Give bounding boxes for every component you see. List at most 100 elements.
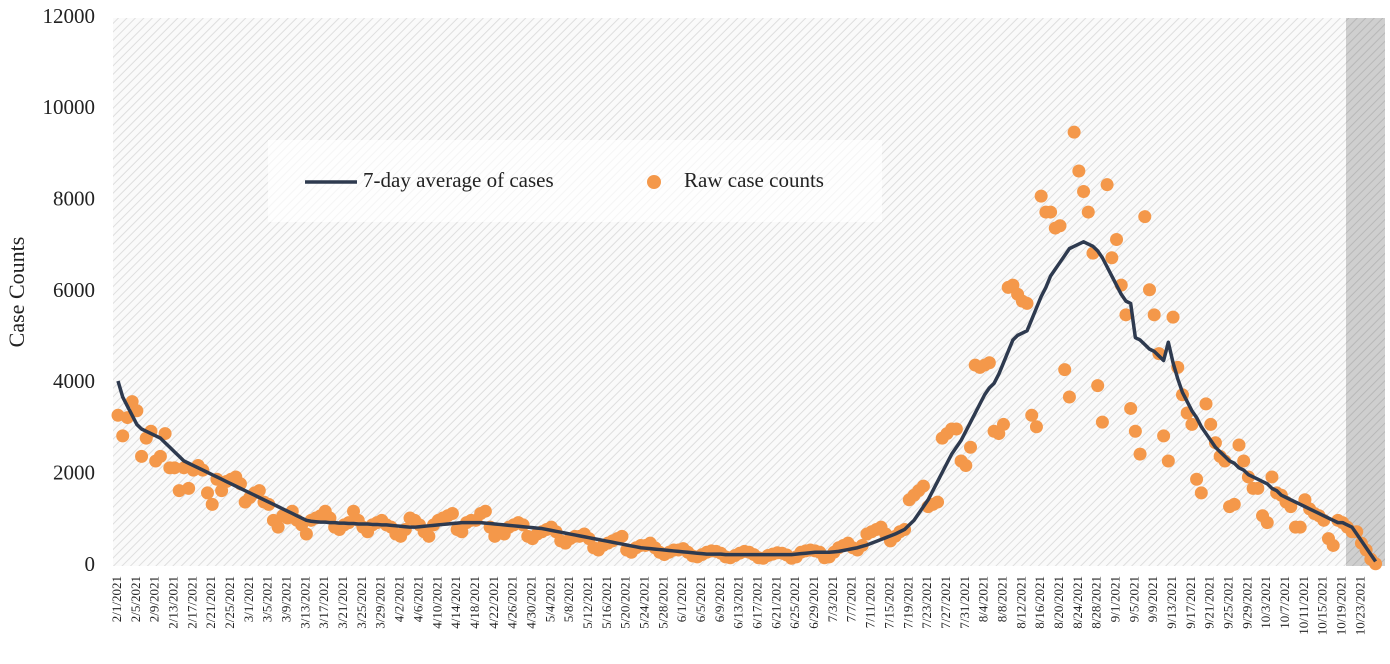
x-tick-label: 3/5/2021 bbox=[260, 576, 275, 622]
raw-point bbox=[1208, 436, 1222, 450]
x-tick-label: 4/10/2021 bbox=[429, 576, 444, 629]
raw-point bbox=[1138, 210, 1152, 224]
x-tick-label: 6/9/2021 bbox=[712, 576, 727, 622]
x-tick-label: 5/12/2021 bbox=[580, 576, 595, 629]
raw-point bbox=[1190, 472, 1204, 486]
raw-point bbox=[1062, 390, 1076, 404]
x-tick-label: 8/8/2021 bbox=[994, 576, 1009, 622]
raw-point bbox=[1044, 205, 1058, 219]
x-tick-label: 4/26/2021 bbox=[505, 576, 520, 629]
average-line bbox=[116, 240, 1378, 563]
x-tick-label: 7/31/2021 bbox=[957, 576, 972, 629]
raw-point bbox=[1034, 189, 1048, 203]
raw-point bbox=[1326, 538, 1340, 552]
x-tick-label: 2/1/2021 bbox=[109, 576, 124, 622]
x-tick-label: 3/13/2021 bbox=[297, 576, 312, 629]
raw-point bbox=[1095, 415, 1109, 429]
raw-point bbox=[1265, 470, 1279, 484]
raw-point bbox=[1100, 178, 1114, 192]
x-tick-label: 9/21/2021 bbox=[1202, 576, 1217, 629]
raw-point bbox=[1185, 417, 1199, 431]
x-tick-label: 8/4/2021 bbox=[976, 576, 991, 622]
x-tick-label: 2/13/2021 bbox=[166, 576, 181, 629]
raw-point bbox=[158, 427, 172, 441]
raw-point bbox=[299, 527, 313, 541]
raw-point bbox=[1237, 454, 1251, 468]
x-tick-label: 6/1/2021 bbox=[674, 576, 689, 622]
raw-point bbox=[252, 484, 266, 498]
y-tick-label: 8000 bbox=[53, 186, 95, 210]
raw-point bbox=[1058, 363, 1072, 377]
x-tick-label: 7/7/2021 bbox=[844, 576, 859, 622]
raw-point bbox=[1081, 205, 1095, 219]
raw-point bbox=[153, 449, 167, 463]
y-tick-label: 2000 bbox=[53, 460, 95, 484]
raw-point bbox=[931, 495, 945, 509]
x-tick-label: 7/23/2021 bbox=[919, 576, 934, 629]
x-tick-label: 9/17/2021 bbox=[1183, 576, 1198, 629]
raw-point bbox=[168, 461, 182, 475]
y-tick-label: 4000 bbox=[53, 369, 95, 393]
x-tick-label: 2/25/2021 bbox=[222, 576, 237, 629]
x-tick-label: 9/9/2021 bbox=[1145, 576, 1160, 622]
x-tick-label: 10/3/2021 bbox=[1258, 576, 1273, 629]
raw-point bbox=[116, 429, 130, 443]
legend-label: 7-day average of cases bbox=[363, 168, 554, 192]
raw-point bbox=[1119, 308, 1133, 322]
raw-point bbox=[205, 497, 219, 511]
x-tick-label: 9/5/2021 bbox=[1126, 576, 1141, 622]
x-tick-label: 7/3/2021 bbox=[825, 576, 840, 622]
x-tick-label: 10/11/2021 bbox=[1296, 576, 1311, 635]
raw-point bbox=[1142, 283, 1156, 297]
raw-point bbox=[964, 440, 978, 454]
x-tick-label: 6/17/2021 bbox=[750, 576, 765, 629]
raw-point bbox=[1110, 232, 1124, 246]
x-tick-label: 10/7/2021 bbox=[1277, 576, 1292, 629]
x-tick-label: 4/2/2021 bbox=[392, 576, 407, 622]
y-tick-label: 12000 bbox=[43, 4, 96, 28]
x-tick-label: 4/6/2021 bbox=[410, 576, 425, 622]
raw-point bbox=[445, 506, 459, 520]
raw-point bbox=[1072, 164, 1086, 178]
raw-point bbox=[1025, 408, 1039, 422]
raw-point bbox=[959, 459, 973, 473]
x-tick-label: 10/19/2021 bbox=[1334, 576, 1349, 635]
x-tick-label: 6/13/2021 bbox=[731, 576, 746, 629]
plot-background bbox=[113, 18, 1385, 566]
raw-point bbox=[1194, 486, 1208, 500]
x-tick-label: 8/28/2021 bbox=[1089, 576, 1104, 629]
raw-point bbox=[1091, 379, 1105, 393]
raw-point bbox=[996, 417, 1010, 431]
x-tick-label: 4/22/2021 bbox=[486, 576, 501, 629]
raw-point bbox=[1157, 429, 1171, 443]
x-tick-label: 5/24/2021 bbox=[637, 576, 652, 629]
x-tick-label: 10/15/2021 bbox=[1315, 576, 1330, 635]
raw-point bbox=[478, 504, 492, 518]
x-tick-label: 3/17/2021 bbox=[316, 576, 331, 629]
x-tick-label: 5/4/2021 bbox=[542, 576, 557, 622]
raw-point bbox=[200, 486, 214, 500]
raw-point bbox=[1133, 447, 1147, 461]
legend-box bbox=[268, 140, 882, 222]
raw-point bbox=[1199, 397, 1213, 411]
x-tick-label: 5/8/2021 bbox=[561, 576, 576, 622]
x-tick-label: 8/20/2021 bbox=[1051, 576, 1066, 629]
x-tick-label: 3/29/2021 bbox=[373, 576, 388, 629]
plot-layer: 0 2000 4000 6000 8000 10000 12000 2/1/2021 2/5/2… bbox=[43, 4, 1383, 635]
raw-point bbox=[271, 520, 285, 534]
raw-point bbox=[422, 529, 436, 543]
raw-point bbox=[1147, 308, 1161, 322]
legend-label: Raw case counts bbox=[684, 168, 824, 192]
raw-point bbox=[949, 422, 963, 436]
x-tick-label: 3/9/2021 bbox=[279, 576, 294, 622]
raw-point bbox=[1293, 520, 1307, 534]
x-tick-label: 9/25/2021 bbox=[1221, 576, 1236, 629]
raw-point bbox=[1260, 516, 1274, 530]
x-tick-label: 4/18/2021 bbox=[467, 576, 482, 629]
shaded-region bbox=[1346, 18, 1385, 566]
x-tick-label: 5/16/2021 bbox=[599, 576, 614, 629]
x-tick-label: 9/1/2021 bbox=[1108, 576, 1123, 622]
x-tick-label: 6/21/2021 bbox=[768, 576, 783, 629]
